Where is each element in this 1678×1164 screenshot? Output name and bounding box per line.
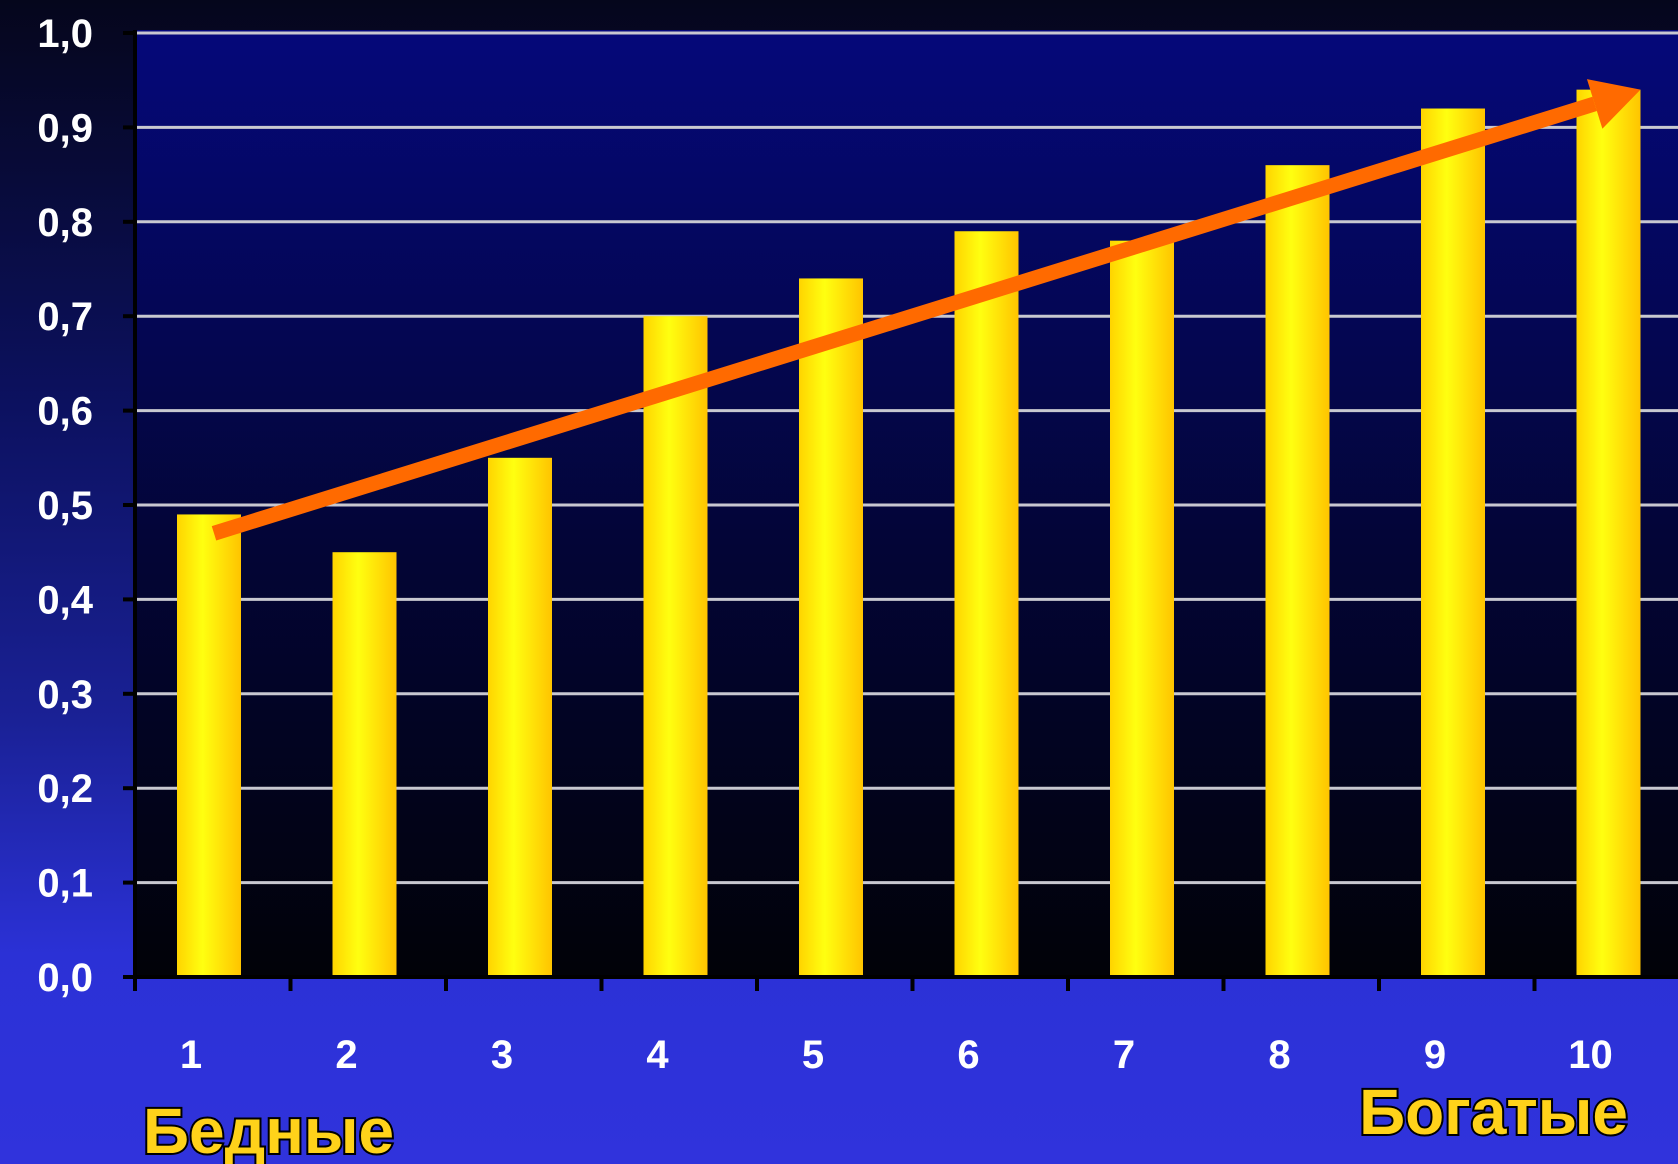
bar bbox=[488, 457, 552, 977]
y-tick-label: 0,1 bbox=[37, 862, 93, 906]
x-tick-label: 8 bbox=[1268, 1033, 1290, 1077]
bar bbox=[1421, 108, 1485, 977]
bar bbox=[954, 231, 1019, 978]
y-tick-label: 0,8 bbox=[37, 201, 93, 245]
bar bbox=[177, 514, 241, 977]
bar bbox=[799, 278, 863, 977]
trend-arrow-shaft bbox=[211, 96, 1597, 541]
y-tick-label: 0,3 bbox=[37, 673, 93, 717]
y-tick-label: 0,5 bbox=[37, 484, 93, 528]
x-tick-label: 2 bbox=[335, 1033, 357, 1077]
x-tick-label: 1 bbox=[180, 1033, 202, 1077]
bar bbox=[332, 552, 397, 977]
y-tick-labels: 0,0 0,1 0,2 0,3 0,4 0,5 0,6 0,7 0,8 0,9 1,0 bbox=[37, 12, 93, 1000]
bar bbox=[1576, 89, 1641, 977]
x-tick-label: 3 bbox=[491, 1033, 513, 1077]
y-tick-label: 1,0 bbox=[37, 12, 93, 56]
bar bbox=[1265, 165, 1330, 977]
axes bbox=[123, 30, 1678, 991]
x-tick-label: 7 bbox=[1113, 1033, 1135, 1077]
rich-label: Богатые bbox=[1359, 1076, 1628, 1148]
y-tick-label: 0,7 bbox=[37, 295, 93, 339]
y-tick-label: 0,0 bbox=[37, 956, 93, 1000]
y-tick-label: 0,9 bbox=[37, 106, 93, 150]
y-tick-label: 0,6 bbox=[37, 390, 93, 434]
x-tick-label: 10 bbox=[1568, 1033, 1613, 1077]
bar bbox=[1110, 240, 1174, 977]
x-tick-labels: 1 2 3 4 5 6 7 8 9 10 bbox=[180, 1033, 1613, 1077]
bar bbox=[643, 316, 708, 977]
x-tick-label: 4 bbox=[646, 1033, 669, 1077]
y-tick-label: 0,4 bbox=[37, 578, 93, 622]
x-tick-label: 5 bbox=[802, 1033, 824, 1077]
y-tick-label: 0,2 bbox=[37, 767, 93, 811]
bars bbox=[177, 89, 1641, 978]
x-tick-label: 6 bbox=[957, 1033, 979, 1077]
trend-arrow bbox=[211, 79, 1641, 541]
x-tick-label: 9 bbox=[1424, 1033, 1446, 1077]
poor-label: Бедные bbox=[143, 1095, 394, 1164]
trend-arrow-head bbox=[1586, 79, 1641, 129]
